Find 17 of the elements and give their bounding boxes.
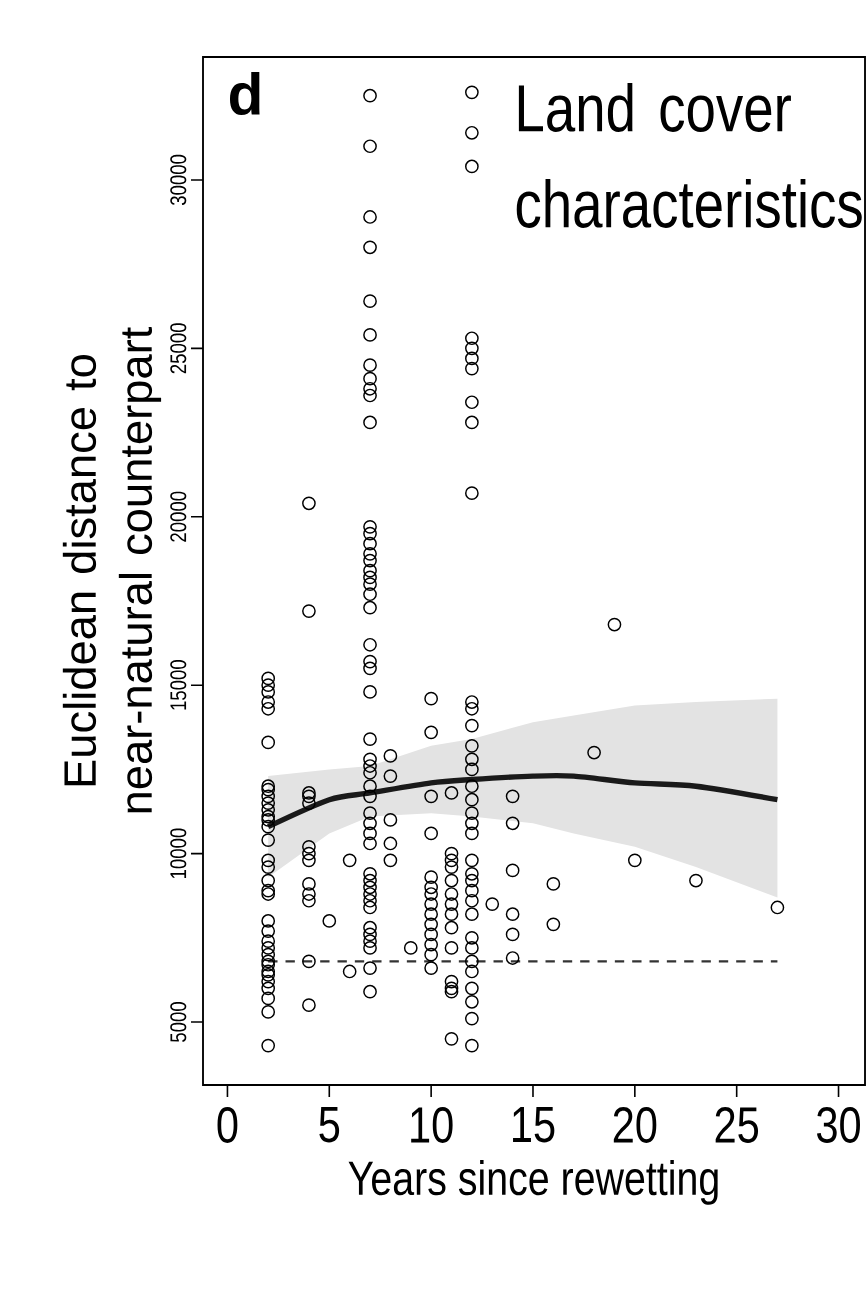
x-tick-label: 0 (217, 1107, 238, 1143)
annotation: Land cover characteristics (516, 82, 862, 228)
annotation: d (229, 71, 260, 116)
x-tick-label: 20 (613, 1107, 657, 1143)
x-tick-label: 30 (817, 1107, 860, 1143)
y-tick-label: 20000 (170, 491, 187, 542)
x-tick-label: 25 (715, 1107, 759, 1143)
x-tick-label: 5 (319, 1107, 340, 1143)
x-axis-title: Years since rewetting (348, 1160, 718, 1205)
y-tick-label: 25000 (170, 323, 187, 374)
y-tick-label: 10000 (170, 828, 187, 879)
y-tick-label: 5000 (170, 1002, 187, 1042)
x-tick-label: 15 (513, 1107, 555, 1143)
y-axis-title: Euclidean distance to near-natural counterpart (62, 327, 162, 813)
y-tick-label: 15000 (170, 660, 187, 710)
x-tick-label: 10 (411, 1107, 453, 1143)
y-tick-label: 30000 (170, 154, 187, 206)
